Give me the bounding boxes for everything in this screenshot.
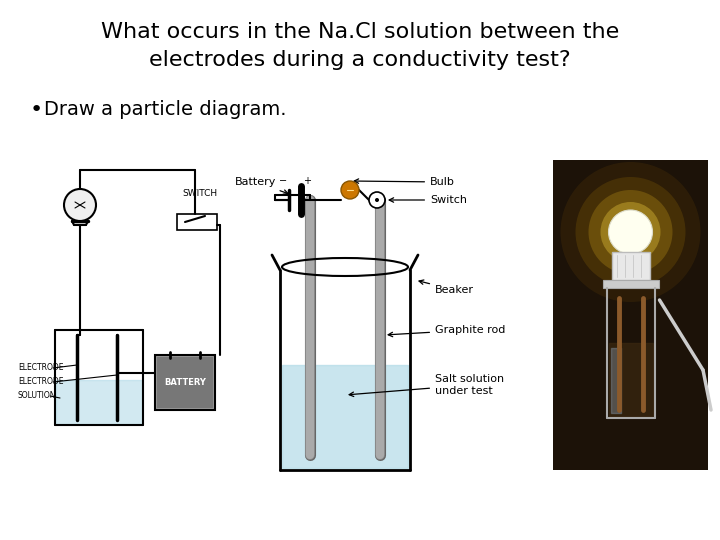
Bar	[603, 280, 659, 288]
Text: Salt solution
under test: Salt solution under test	[349, 374, 504, 396]
Text: Bulb: Bulb	[354, 177, 455, 187]
Text: SWITCH: SWITCH	[182, 189, 217, 198]
Circle shape	[608, 210, 652, 254]
Bar	[553, 160, 708, 470]
Text: ELECTRODE: ELECTRODE	[18, 377, 63, 387]
Text: SOLUTION: SOLUTION	[18, 392, 56, 401]
Bar	[157, 357, 213, 408]
Text: ELECTRODE: ELECTRODE	[18, 363, 63, 373]
Text: Switch: Switch	[390, 195, 467, 205]
Circle shape	[611, 212, 650, 252]
Circle shape	[600, 202, 660, 262]
Circle shape	[64, 189, 96, 221]
Bar	[155, 355, 215, 410]
Text: electrodes during a conductivity test?: electrodes during a conductivity test?	[149, 50, 571, 70]
Text: Graphite rod: Graphite rod	[388, 325, 505, 337]
Circle shape	[369, 192, 385, 208]
Circle shape	[341, 181, 359, 199]
Circle shape	[560, 162, 701, 302]
Text: What occurs in the Na.Cl solution between the: What occurs in the Na.Cl solution betwee…	[101, 22, 619, 42]
Text: Beaker: Beaker	[419, 280, 474, 295]
Text: •: •	[30, 100, 43, 120]
Text: −: −	[279, 176, 287, 186]
Bar	[611, 252, 649, 280]
Text: Draw a particle diagram.: Draw a particle diagram.	[44, 100, 287, 119]
Circle shape	[375, 198, 379, 202]
Circle shape	[575, 177, 685, 287]
Text: BATTERY: BATTERY	[164, 378, 206, 387]
Circle shape	[588, 190, 672, 274]
Text: +: +	[303, 176, 311, 186]
Bar	[177, 214, 217, 230]
Text: Battery: Battery	[235, 177, 288, 194]
